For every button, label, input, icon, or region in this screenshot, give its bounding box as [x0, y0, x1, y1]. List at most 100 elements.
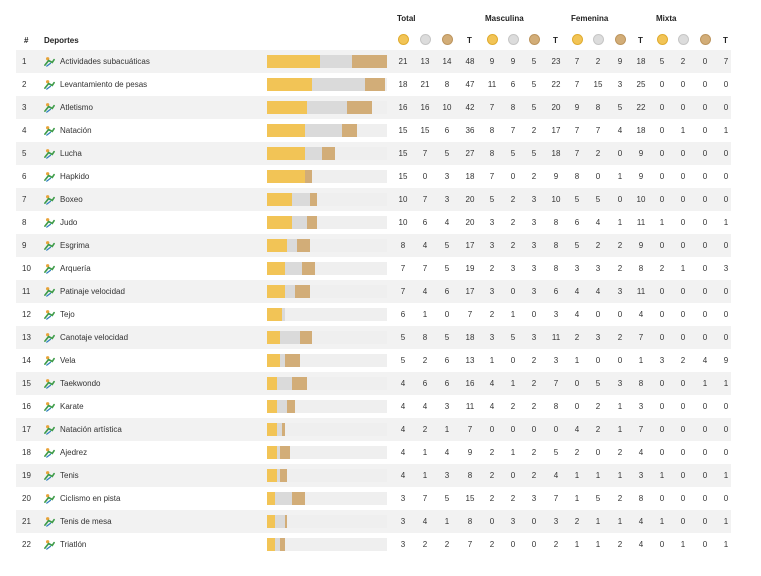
table-row[interactable]: 8 Judo 10 6 4 20 3 2 3 8 6 4 1 11 1 0 0 1	[16, 211, 731, 234]
fem-silver-value: 15	[593, 80, 603, 89]
sport-name[interactable]: Actividades subacuáticas	[60, 57, 150, 66]
sport-name[interactable]: Tejo	[60, 310, 75, 319]
mix-gold-value: 0	[659, 287, 665, 296]
table-row[interactable]: 10 Arquería 7 7 5 19 2 3 3 8 3 3 2 8 2 1 0 3	[16, 257, 731, 280]
fem-gold-value: 3	[574, 264, 580, 273]
masc-silver-value: 1	[510, 379, 516, 388]
fem-bronze-value: 2	[617, 241, 623, 250]
gold-bar-segment	[267, 170, 305, 183]
total-bronze-value: 3	[444, 195, 450, 204]
sport-name[interactable]: Tenis	[60, 471, 79, 480]
sport-name[interactable]: Tenis de mesa	[60, 517, 112, 526]
header-total-count[interactable]: T	[467, 36, 472, 45]
sport-name[interactable]: Hapkido	[60, 172, 90, 181]
sport-name[interactable]: Vela	[60, 356, 76, 365]
table-row[interactable]: 16 Karate 4 4 3 11 4 2 2 8 0 2 1 3 0 0 0 0	[16, 395, 731, 418]
bronze-bar-segment	[342, 124, 357, 137]
row-rank: 14	[22, 356, 31, 365]
table-row[interactable]: 13 Canotaje velocidad 5 8 5 18 3 5 3 11 2 3 2 7 0 0 0 0	[16, 326, 731, 349]
silver-bar-segment	[284, 262, 302, 275]
bronze-medal-icon[interactable]	[441, 34, 453, 45]
table-row[interactable]: 9 Esgrima 8 4 5 17 3 2 3 8 5 2 2 9 0 0 0 0	[16, 234, 731, 257]
sport-name[interactable]: Taekwondo	[60, 379, 101, 388]
total-bronze-value: 5	[444, 494, 450, 503]
fem-gold-value: 1	[574, 540, 580, 549]
masc-count-value: 3	[553, 356, 559, 365]
table-row[interactable]: 19 Tenis 4 1 3 8 2 0 2 4 1 1 1 3 1 0 0 1	[16, 464, 731, 487]
fem-bronze-value: 1	[617, 172, 623, 181]
silver-medal-icon[interactable]	[592, 34, 604, 45]
silver-medal-icon[interactable]	[677, 34, 689, 45]
fem-bronze-value: 1	[617, 402, 623, 411]
sport-name[interactable]: Lucha	[60, 149, 82, 158]
table-row[interactable]: 18 Ajedrez 4 1 4 9 2 1 2 5 2 0 2 4 0 0 0 0	[16, 441, 731, 464]
table-row[interactable]: 12 Tejo 6 1 0 7 2 1 0 3 4 0 0 4 0 0 0 0	[16, 303, 731, 326]
masc-silver-value: 2	[510, 494, 516, 503]
header-deportes[interactable]: Deportes	[44, 36, 79, 45]
table-row[interactable]: 4 Natación 15 15 6 36 8 7 2 17 7 7 4 18 0 1 0 1	[16, 119, 731, 142]
total-silver-value: 7	[422, 195, 428, 204]
sport-name[interactable]: Ajedrez	[60, 448, 88, 457]
header-total-count[interactable]: T	[723, 36, 728, 45]
silver-medal-icon[interactable]	[419, 34, 431, 45]
gold-medal-icon[interactable]	[397, 34, 409, 45]
masc-count-value: 2	[553, 540, 559, 549]
sport-name[interactable]: Karate	[60, 402, 84, 411]
mix-gold-value: 0	[659, 80, 665, 89]
fem-gold-value: 0	[574, 379, 580, 388]
gold-medal-icon[interactable]	[486, 34, 498, 45]
header-total-count[interactable]: T	[638, 36, 643, 45]
table-row[interactable]: 15 Taekwondo 4 6 6 16 4 1 2 7 0 5 3 8 0 0 1 1	[16, 372, 731, 395]
sport-name[interactable]: Natación artística	[60, 425, 122, 434]
table-row[interactable]: 21 Tenis de mesa 3 4 1 8 0 3 0 3 2 1 1 4 1 0 0 1	[16, 510, 731, 533]
table-row[interactable]: 1 Actividades subacuáticas 21 13 14 48 9 9 5 23 7 2…	[16, 50, 731, 73]
table-row[interactable]: 7 Boxeo 10 7 3 20 5 2 3 10 5 5 0 10 0 0 0 0	[16, 188, 731, 211]
mix-gold-value: 1	[659, 471, 665, 480]
total-count-value: 20	[465, 195, 475, 204]
table-row[interactable]: 17 Natación artística 4 2 1 7 0 0 0 0 4 2 1 7 0 0 0 0	[16, 418, 731, 441]
sport-name[interactable]: Natación	[60, 126, 92, 135]
total-silver-value: 7	[422, 149, 428, 158]
gold-medal-icon[interactable]	[571, 34, 583, 45]
mix-count-value: 1	[723, 218, 729, 227]
table-row[interactable]: 2 Levantamiento de pesas 18 21 8 47 11 6 5 22 7 15 3…	[16, 73, 731, 96]
header-total-count[interactable]: T	[553, 36, 558, 45]
mix-gold-value: 0	[659, 333, 665, 342]
silver-bar-segment	[284, 285, 295, 298]
gold-medal-icon[interactable]	[656, 34, 668, 45]
gold-bar-segment	[267, 101, 307, 114]
mix-silver-value: 0	[680, 310, 686, 319]
table-row[interactable]: 5 Lucha 15 7 5 27 8 5 5 18 7 2 0 9 0 0 0 0	[16, 142, 731, 165]
sport-name[interactable]: Ciclismo en pista	[60, 494, 121, 503]
bronze-medal-icon[interactable]	[528, 34, 540, 45]
silver-medal-icon[interactable]	[507, 34, 519, 45]
sport-name[interactable]: Arquería	[60, 264, 91, 273]
fem-bronze-value: 3	[617, 287, 623, 296]
fem-silver-value: 7	[595, 126, 601, 135]
sport-name[interactable]: Patinaje velocidad	[60, 287, 125, 296]
mix-bronze-value: 0	[702, 57, 708, 66]
sport-name[interactable]: Canotaje velocidad	[60, 333, 129, 342]
table-row[interactable]: 3 Atletismo 16 16 10 42 7 8 5 20 9 8 5 22 0 0 0 0	[16, 96, 731, 119]
masc-count-value: 5	[553, 448, 559, 457]
sport-name[interactable]: Levantamiento de pesas	[60, 80, 148, 89]
sport-name[interactable]: Judo	[60, 218, 78, 227]
table-row[interactable]: 20 Ciclismo en pista 3 7 5 15 2 2 3 7 1 5 2 8 0 0 0 0	[16, 487, 731, 510]
table-row[interactable]: 6 Hapkido 15 0 3 18 7 0 2 9 8 0 1 9 0 0 0 0	[16, 165, 731, 188]
bronze-bar-segment	[304, 170, 312, 183]
bronze-medal-icon[interactable]	[614, 34, 626, 45]
table-row[interactable]: 14 Vela 5 2 6 13 1 0 2 3 1 0 0 1 3 2 4 9	[16, 349, 731, 372]
mix-gold-value: 1	[659, 517, 665, 526]
sport-name[interactable]: Atletismo	[60, 103, 93, 112]
sport-name[interactable]: Triatlón	[60, 540, 87, 549]
bronze-medal-icon[interactable]	[699, 34, 711, 45]
sport-name[interactable]: Esgrima	[60, 241, 90, 250]
masc-silver-value: 2	[510, 402, 516, 411]
table-row[interactable]: 22 Triatlón 3 2 2 7 2 0 0 2 1 1 2 4 0 1 0 1	[16, 533, 731, 556]
silver-bar-segment	[292, 216, 307, 229]
row-rank: 11	[22, 287, 31, 296]
sport-name[interactable]: Boxeo	[60, 195, 83, 204]
fem-count-value: 7	[638, 425, 644, 434]
mix-count-value: 0	[723, 195, 729, 204]
table-row[interactable]: 11 Patinaje velocidad 7 4 6 17 3 0 3 6 4 4 3 11 0 0 0 0	[16, 280, 731, 303]
